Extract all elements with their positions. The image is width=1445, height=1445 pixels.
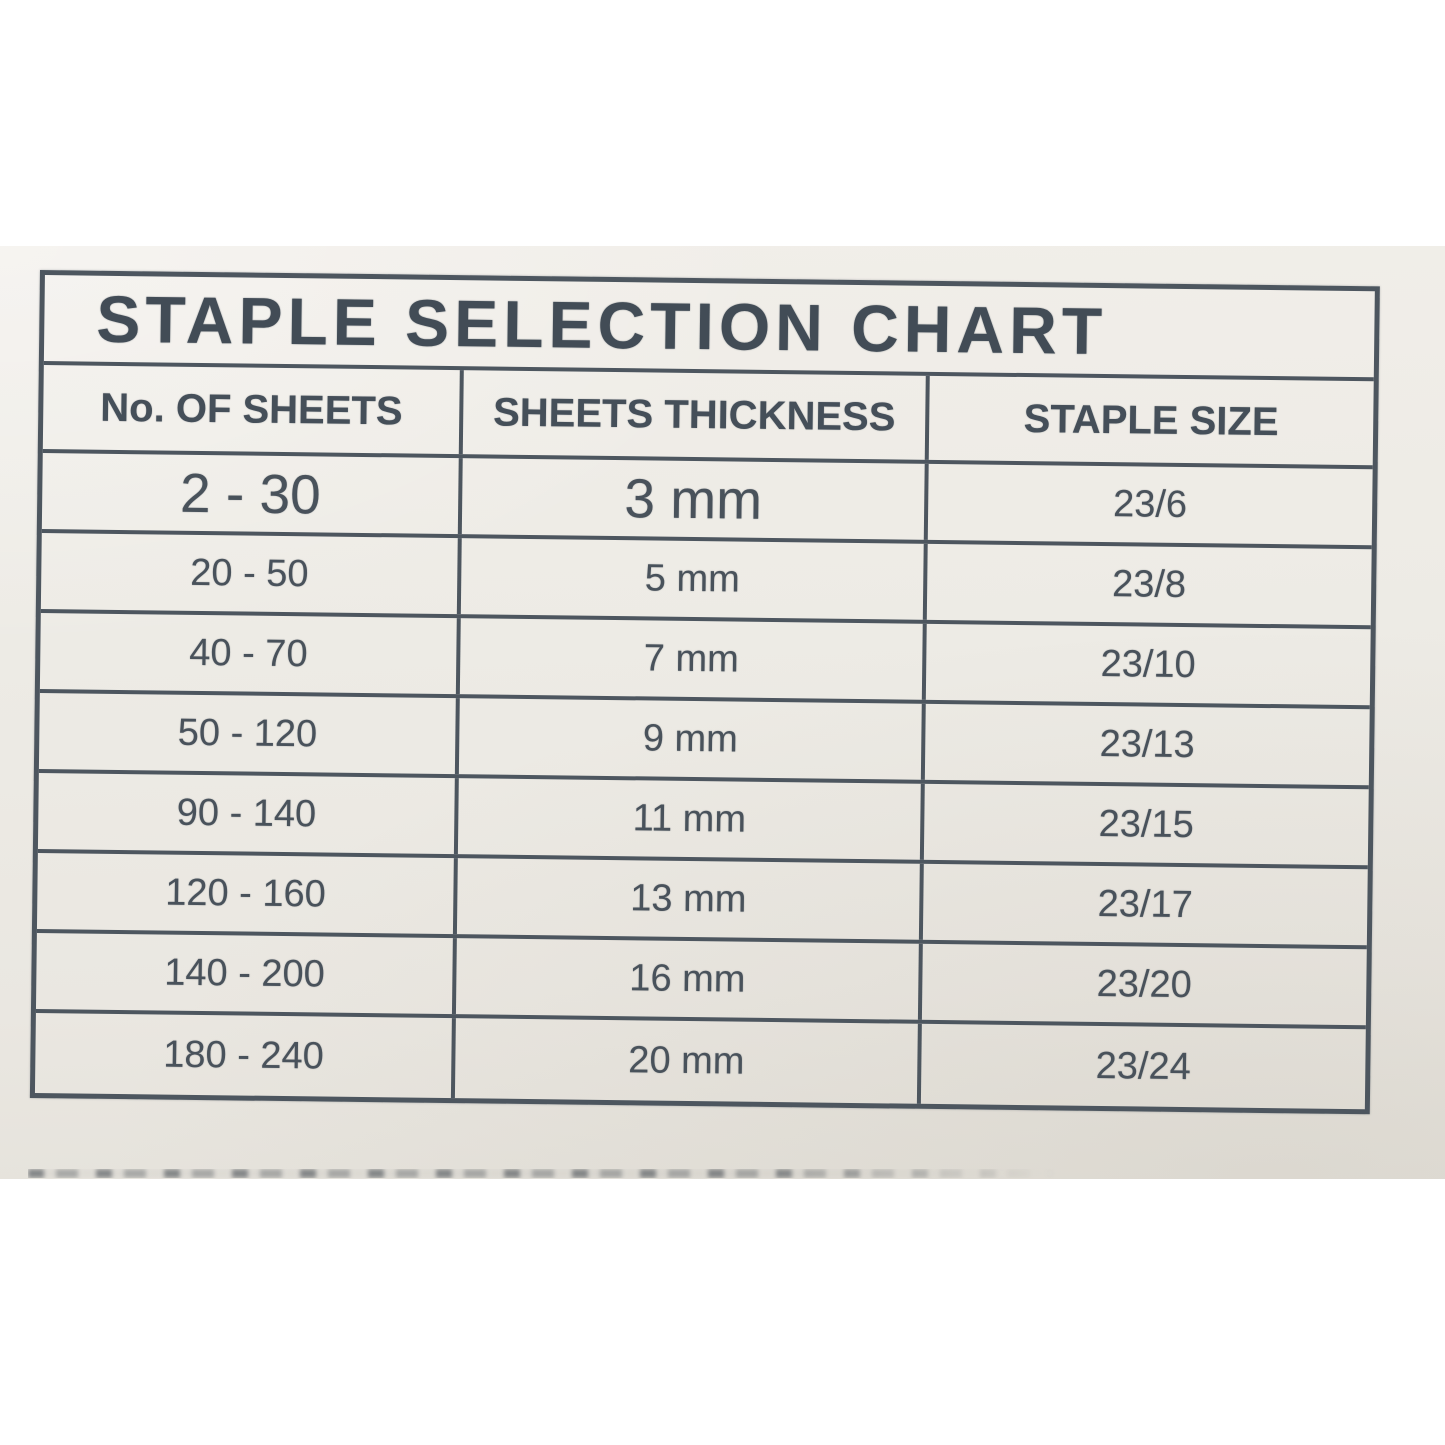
cut-off-text-artifact: [28, 1169, 1088, 1178]
table-title-row: STAPLE SELECTION CHART: [43, 275, 1375, 382]
cell-staple-size: 23/24: [1095, 1044, 1192, 1088]
cell-staple-size: 23/13: [1099, 722, 1195, 766]
header-sheets-thickness: SHEETS THICKNESS: [463, 370, 930, 460]
cell-sheets-thickness: 9 mm: [459, 698, 926, 780]
cell-no-of-sheets: 40 - 70: [39, 613, 462, 695]
staple-selection-table: STAPLE SELECTION CHART No. OF SHEETS SHE…: [29, 270, 1380, 1115]
cell-staple-size: 23/8: [1111, 562, 1187, 606]
table-header-row: No. OF SHEETS SHEETS THICKNESS STAPLE SI…: [42, 365, 1374, 470]
cell-no-of-sheets: 120 - 160: [36, 853, 459, 935]
cell-staple-size: 23/20: [1096, 962, 1193, 1006]
cell-no-of-sheets: 2 - 30: [41, 453, 463, 535]
cell-no-of-sheets: 90 - 140: [37, 773, 460, 855]
table-row: 180 - 240 20 mm 23/24: [34, 1013, 1366, 1109]
cell-no-of-sheets: 180 - 240: [34, 1013, 457, 1099]
cell-staple-size: 23/17: [1097, 882, 1194, 926]
cell-no-of-sheets: 20 - 50: [40, 533, 463, 615]
cell-no-of-sheets: 140 - 200: [35, 933, 458, 1015]
header-no-of-sheets: No. OF SHEETS: [42, 365, 465, 455]
cell-sheets-thickness: 20 mm: [455, 1018, 922, 1104]
cell-sheets-thickness: 11 mm: [458, 778, 925, 860]
cell-sheets-thickness: 3 mm: [462, 458, 929, 540]
cell-sheets-thickness: 16 mm: [456, 938, 923, 1020]
cell-sheets-thickness: 5 mm: [461, 538, 928, 620]
cell-sheets-thickness: 13 mm: [457, 858, 924, 940]
cell-staple-size: 23/15: [1098, 802, 1194, 846]
cell-staple-size: 23/10: [1100, 642, 1196, 686]
cell-sheets-thickness: 7 mm: [460, 618, 927, 700]
cell-no-of-sheets: 50 - 120: [38, 693, 461, 775]
photo-of-printed-chart: STAPLE SELECTION CHART No. OF SHEETS SHE…: [0, 246, 1445, 1179]
table-title: STAPLE SELECTION CHART: [95, 281, 1108, 369]
cell-staple-size: 23/6: [1112, 482, 1188, 526]
header-staple-size: STAPLE SIZE: [1023, 396, 1279, 444]
